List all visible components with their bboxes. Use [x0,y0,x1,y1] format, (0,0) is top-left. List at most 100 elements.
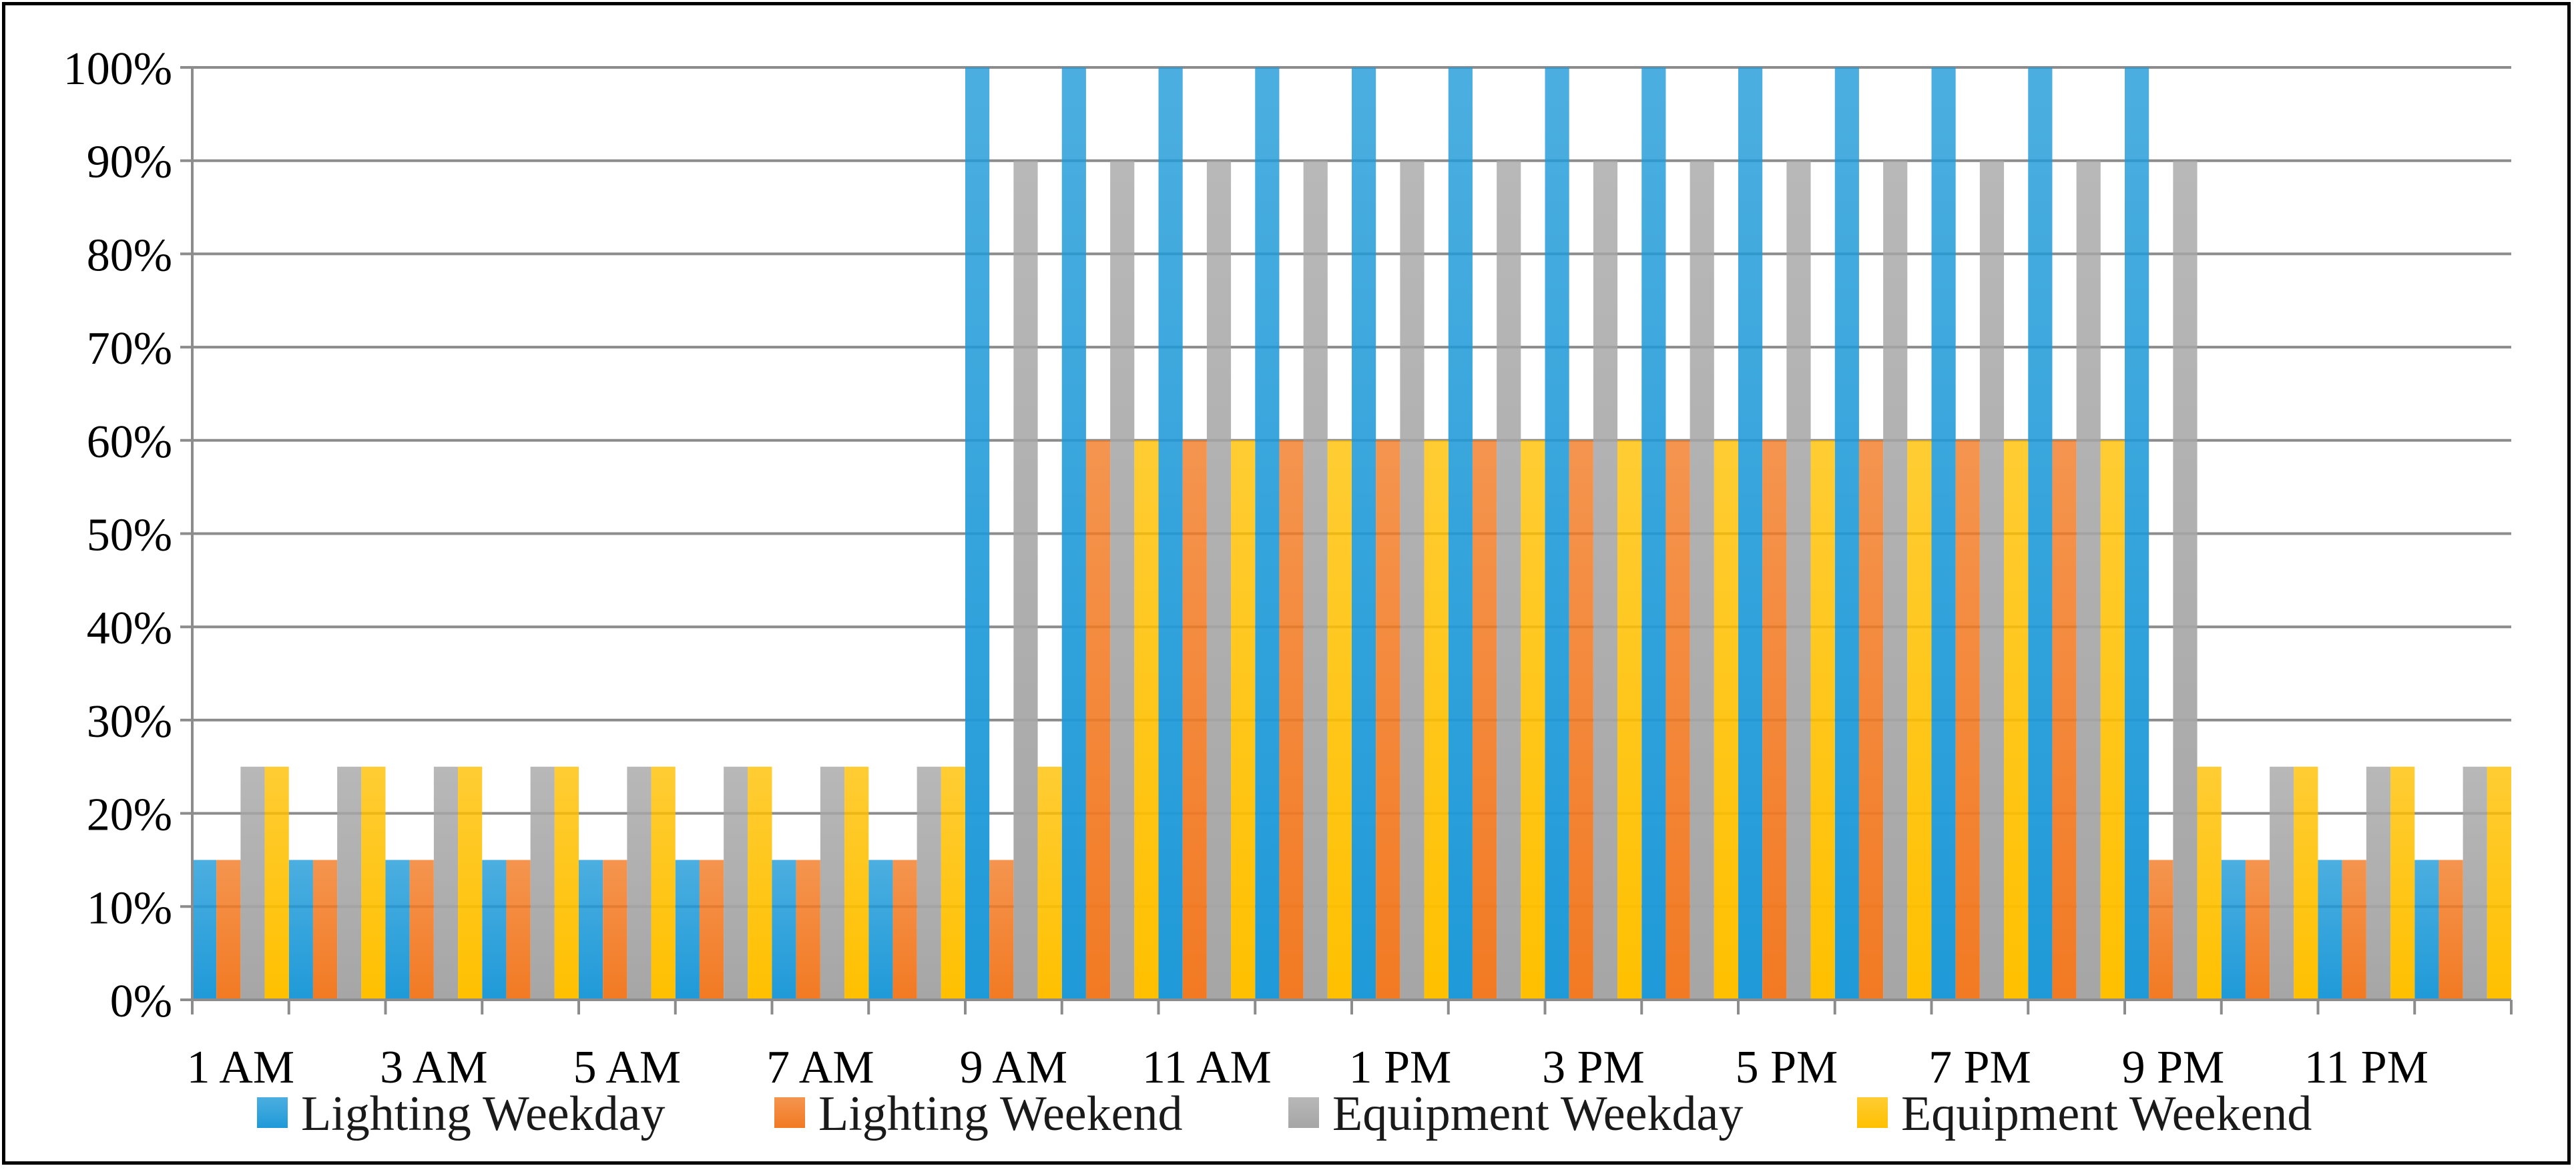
bar-equipment-weekday-6-pm [1883,160,1908,1000]
legend-label: Lighting Weekday [301,1087,666,1141]
bar-equipment-weekday-7-pm [1979,160,2005,1000]
bar-lighting-weekend-2-am [312,860,338,1000]
bar-lighting-weekday-9-am [965,67,990,1000]
x-tick-label: 7 PM [1928,1042,2031,1093]
bar-lighting-weekend-7-am [796,860,820,1000]
y-tick-label: 100% [63,43,172,95]
bar-lighting-weekend-8-pm [2052,440,2077,1000]
x-tick-label: 3 AM [380,1042,487,1093]
bar-equipment-weekend-1-am [264,766,289,1000]
x-tick-label: 7 AM [766,1042,874,1093]
bar-lighting-weekend-9-am [989,860,1014,1000]
bar-equipment-weekend-8-pm [2100,440,2125,1000]
bar-equipment-weekend-7-pm [2004,440,2029,1000]
bar-equipment-weekday-5-am [627,766,652,1000]
bar-lighting-weekend-7-pm [1955,440,1980,1000]
bar-equipment-weekend-11-am [1231,440,1256,1000]
legend-label: Equipment Weekday [1332,1087,1743,1141]
bar-equipment-weekend-6-am [748,766,772,1000]
bar-equipment-weekday-4-am [530,766,555,1000]
bar-lighting-weekday-7-pm [1931,67,1956,1000]
bar-equipment-weekend-9-am [1037,766,1062,1000]
bar-equipment-weekday-5-pm [1786,160,1811,1000]
bar-lighting-weekday-10-am [1061,67,1086,1000]
bar-lighting-weekday-11-am [1158,67,1183,1000]
bar-equipment-weekday-3-pm [1593,160,1618,1000]
x-tick-label: 3 PM [1542,1042,1645,1093]
bar-equipment-weekend-3-pm [1617,440,1642,1000]
bar-lighting-weekday-8-pm [2028,67,2053,1000]
bar-lighting-weekend-8-am [892,860,917,1000]
y-tick-label: 80% [87,230,172,281]
bar-lighting-weekday-6-pm [1834,67,1859,1000]
bar-equipment-weekend-7-am [844,766,869,1000]
bar-lighting-weekend-6-pm [1858,440,1884,1000]
bar-equipment-weekend-8-am [941,766,965,1000]
bar-equipment-weekday-1-pm [1400,160,1425,1000]
bar-lighting-weekend-12-pm [1279,440,1304,1000]
bar-equipment-weekday-11-am [1206,160,1232,1000]
bar-equipment-weekday-8-am [917,766,941,1000]
bar-lighting-weekend-12-am [2438,860,2463,1000]
legend-swatch-equipment-weekday [1288,1097,1319,1128]
bar-lighting-weekday-4-pm [1641,67,1666,1000]
bar-equipment-weekend-4-am [554,766,579,1000]
bar-lighting-weekday-1-am [192,860,217,1000]
bar-equipment-weekday-1-am [240,766,265,1000]
bar-lighting-weekend-2-pm [1472,440,1497,1000]
bar-lighting-weekend-9-pm [2149,860,2173,1000]
legend-swatch-lighting-weekend [774,1097,805,1128]
bar-equipment-weekend-1-pm [1424,440,1449,1000]
bar-equipment-weekday-4-pm [1690,160,1714,1000]
bar-lighting-weekday-3-pm [1545,67,1569,1000]
x-tick-labels: 1 AM 3 AM 5 AM 7 AM 9 AM 11 AM 1 PM 3 PM 5 PM 7 P… [187,1042,2428,1093]
bar-lighting-weekday-6-am [675,860,700,1000]
x-tick-label: 9 PM [2122,1042,2225,1093]
y-tick-label: 10% [87,882,172,934]
x-tick-label: 5 AM [573,1042,681,1093]
bar-equipment-weekend-4-pm [1714,440,1738,1000]
x-tick-label: 11 AM [1142,1042,1272,1093]
bar-equipment-weekday-12-pm [1303,160,1328,1000]
axes [180,66,2513,1014]
x-tick-label: 9 AM [960,1042,1067,1093]
bars [192,67,2511,1000]
bar-lighting-weekday-12-pm [1255,67,1280,1000]
bar-lighting-weekend-3-pm [1569,440,1593,1000]
bar-lighting-weekday-12-am [2414,860,2439,1000]
bar-lighting-weekday-5-pm [1738,67,1763,1000]
bar-lighting-weekday-7-am [772,860,796,1000]
bar-lighting-weekend-6-am [699,860,724,1000]
bar-lighting-weekend-5-pm [1762,440,1787,1000]
bar-lighting-weekday-5-am [579,860,603,1000]
legend-swatch-equipment-weekend [1857,1097,1888,1128]
bar-lighting-weekday-11-pm [2318,860,2342,1000]
bar-equipment-weekday-7-am [820,766,845,1000]
bar-lighting-weekday-2-pm [1448,67,1473,1000]
bar-equipment-weekday-2-am [337,766,362,1000]
bar-lighting-weekday-9-pm [2125,67,2149,1000]
x-tick-label: 1 AM [187,1042,294,1093]
bar-lighting-weekend-4-pm [1665,440,1690,1000]
bar-lighting-weekend-4-am [506,860,531,1000]
bar-lighting-weekend-3-am [409,860,434,1000]
y-tick-labels: 0% 10% 20% 30% 40% 50% 60% 70% 80% 90% 100% [63,43,172,1027]
bar-lighting-weekday-10-pm [2221,860,2246,1000]
bar-lighting-weekday-4-am [482,860,507,1000]
bar-lighting-weekday-2-am [288,860,313,1000]
bar-equipment-weekday-10-am [1110,160,1135,1000]
x-tick-label: 11 PM [2304,1042,2428,1093]
bar-equipment-weekend-5-pm [1810,440,1835,1000]
bar-lighting-weekday-8-am [868,860,893,1000]
legend-label: Lighting Weekend [818,1087,1183,1141]
bar-equipment-weekend-6-pm [1907,440,1932,1000]
y-tick-label: 60% [87,416,172,468]
bar-equipment-weekend-9-pm [2197,766,2222,1000]
bar-equipment-weekend-10-am [1134,440,1159,1000]
bar-equipment-weekday-8-pm [2076,160,2101,1000]
bar-equipment-weekend-2-pm [1521,440,1545,1000]
y-tick-label: 40% [87,603,172,654]
y-tick-label: 20% [87,790,172,841]
bar-lighting-weekday-1-pm [1352,67,1376,1000]
